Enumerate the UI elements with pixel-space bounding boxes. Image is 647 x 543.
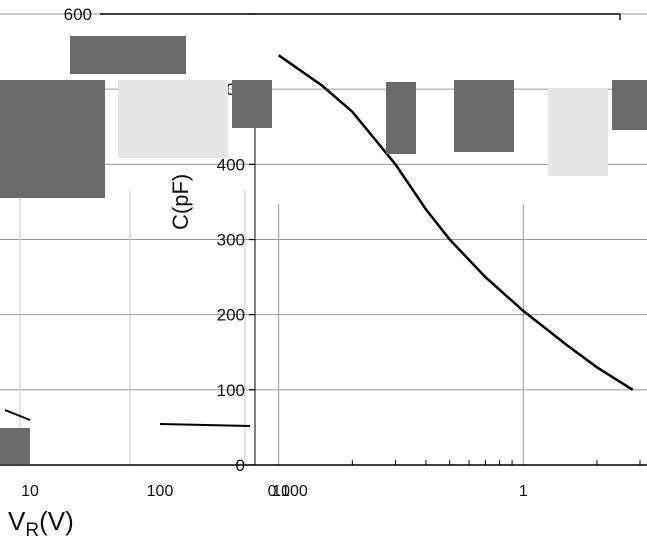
artifact-band-6	[612, 80, 647, 130]
artifact-light-2	[548, 88, 608, 176]
x-tick-label-1: 1	[519, 483, 528, 500]
series	[4, 54, 634, 427]
artifact-light-1	[118, 80, 228, 158]
y-tick-label-6: 600	[64, 5, 92, 24]
y-tick-label-1: 100	[217, 381, 245, 400]
y-tick-label-3: 300	[217, 231, 245, 250]
artifact-band-3	[232, 80, 272, 128]
x-axis-label: VR(V)	[8, 506, 74, 542]
artifact-band-4	[386, 82, 416, 154]
artifact-band-7	[0, 428, 30, 464]
ghost-curve-2	[159, 423, 251, 427]
artifact-band-5	[454, 80, 514, 152]
x-extra-tick-label-2: 1000	[272, 483, 308, 500]
y-tick-label-2: 200	[217, 306, 245, 325]
ghost-curve-1	[4, 409, 31, 421]
y-tick-label-4: 400	[217, 155, 245, 174]
artifact-band-1	[70, 36, 186, 74]
y-axis-label: C(pF)	[168, 173, 193, 230]
artifact-band-2	[0, 80, 105, 198]
y-tick-label-0: 0	[236, 456, 245, 475]
x-tick-label-0: 0.1	[268, 483, 290, 500]
x-extra-tick-label-1: 100	[147, 483, 174, 500]
axes	[0, 13, 647, 466]
x-extra-tick-label-0: 10	[21, 483, 39, 500]
